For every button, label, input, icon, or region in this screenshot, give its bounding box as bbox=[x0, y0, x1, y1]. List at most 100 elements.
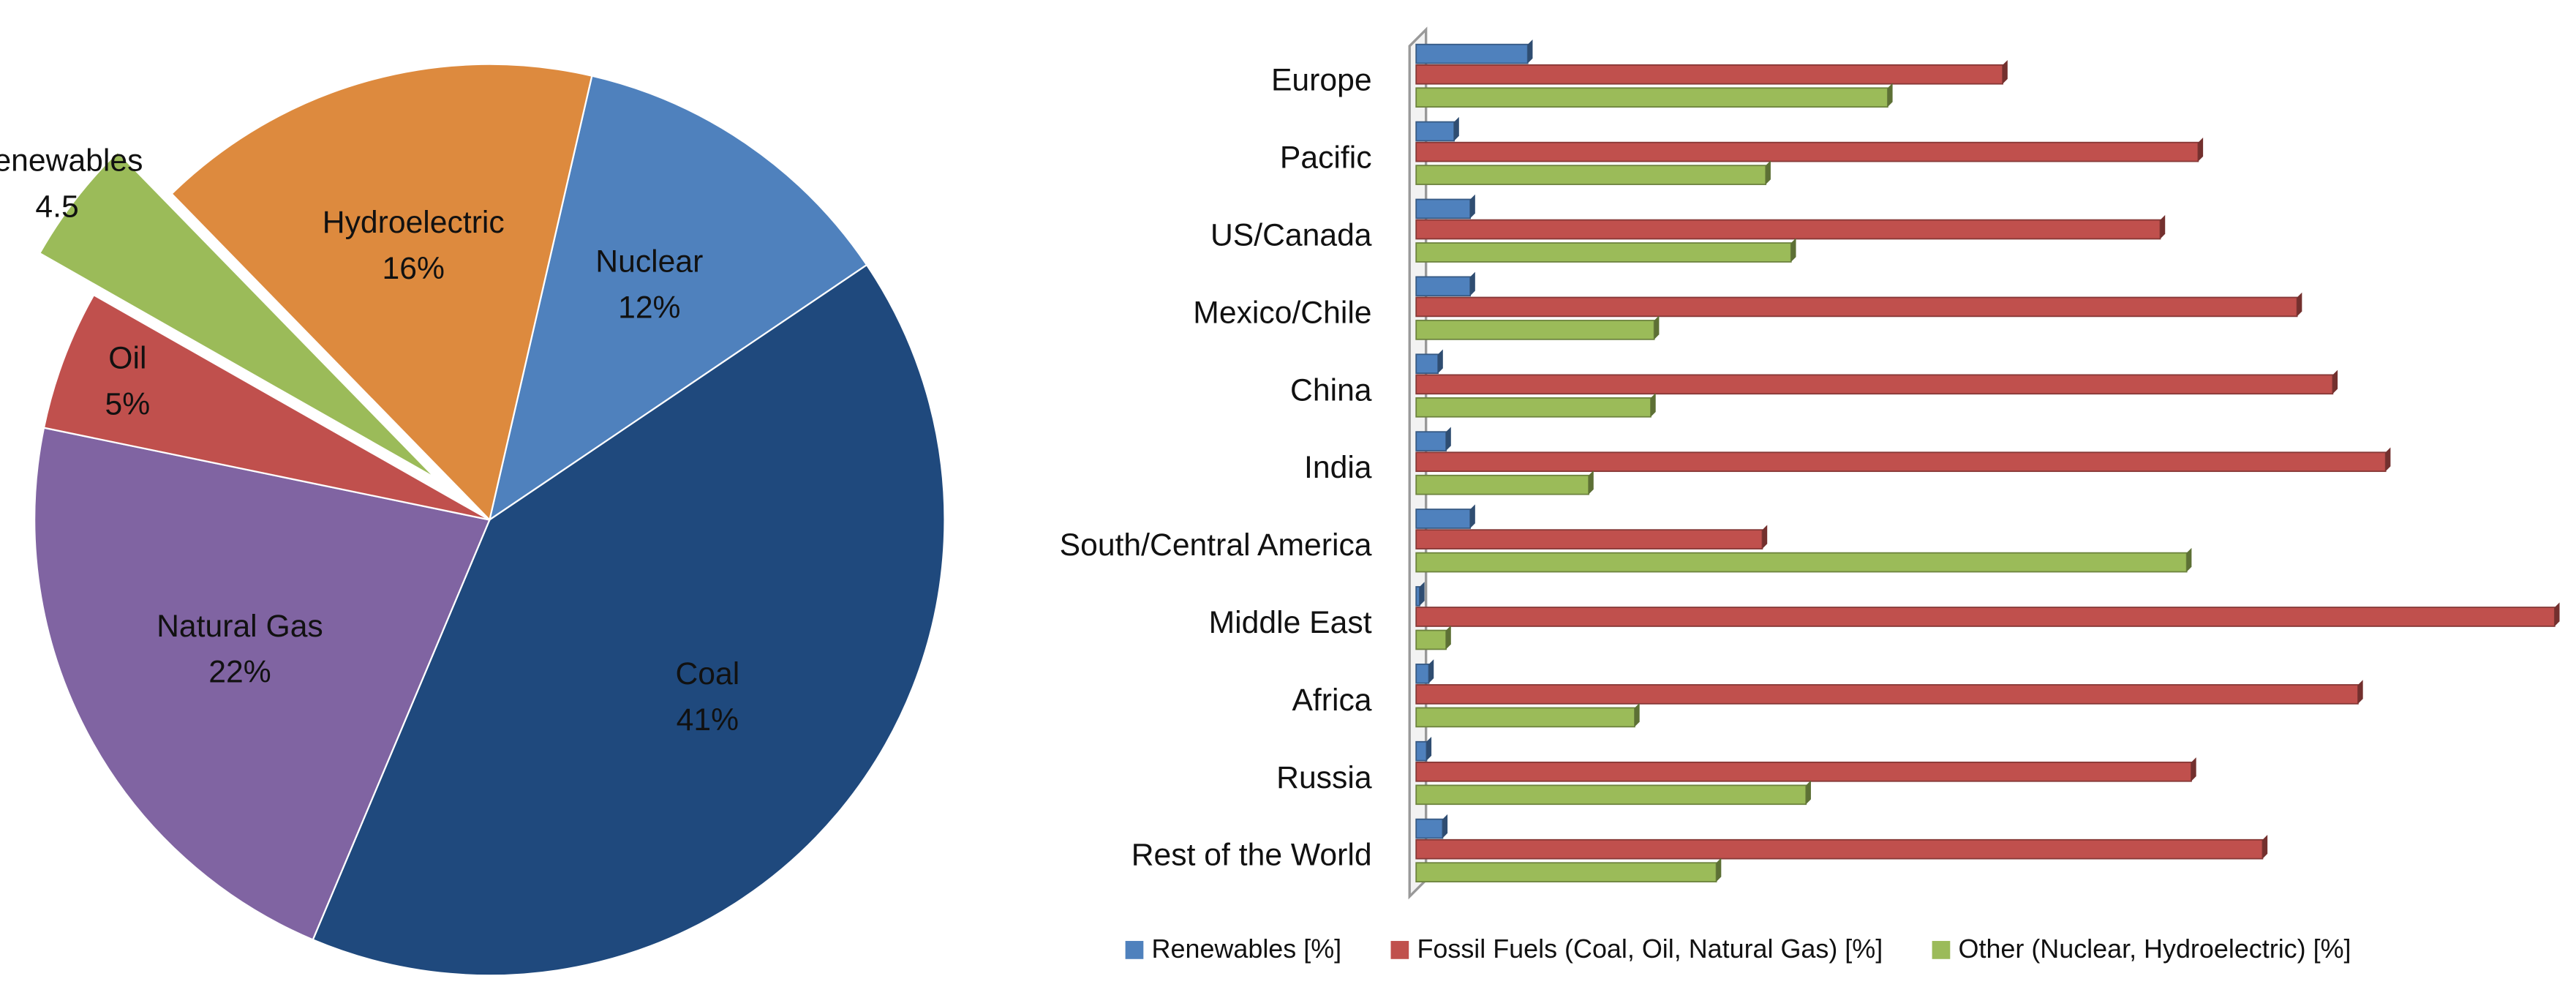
bar-side bbox=[2297, 292, 2302, 317]
bar bbox=[1415, 629, 1447, 650]
bar-side bbox=[2160, 214, 2166, 239]
bar bbox=[1415, 320, 1655, 340]
slice-value: 12% bbox=[618, 290, 680, 326]
bar bbox=[1415, 684, 2359, 705]
slice-name: Oil bbox=[108, 341, 146, 376]
bar bbox=[1415, 397, 1652, 418]
bar bbox=[1415, 508, 1471, 529]
y-tick-label: India bbox=[1304, 450, 1372, 485]
bar-side bbox=[1527, 39, 1533, 64]
bar bbox=[1415, 353, 1439, 375]
bar bbox=[1415, 198, 1471, 219]
pie-slice bbox=[488, 75, 868, 522]
slice-name: Nuclear bbox=[595, 244, 703, 279]
bar bbox=[1415, 784, 1807, 806]
bar-side bbox=[1442, 814, 1448, 838]
bar bbox=[1415, 296, 2298, 318]
legend-swatch bbox=[1125, 941, 1144, 959]
slice-value: 4.5 bbox=[35, 189, 78, 225]
bar-side bbox=[1716, 857, 1722, 882]
bar-side bbox=[1426, 737, 1432, 761]
slice-name: Renewables bbox=[0, 143, 143, 179]
bar-side bbox=[1634, 702, 1640, 727]
slice-label: Oil 5% bbox=[105, 341, 151, 422]
bar-side bbox=[1470, 504, 1475, 528]
bar-side bbox=[1806, 780, 1811, 805]
y-tick-label: Europe bbox=[1271, 63, 1372, 98]
bar-side bbox=[1419, 582, 1425, 606]
slice-name: Coal bbox=[675, 656, 739, 691]
y-tick-label: Russia bbox=[1276, 760, 1372, 795]
bar bbox=[1415, 663, 1430, 684]
slice-name: Hydroelectric bbox=[323, 205, 505, 240]
slice-name: Natural Gas bbox=[157, 609, 323, 644]
bar-side bbox=[2262, 835, 2268, 859]
y-tick-label: US/Canada bbox=[1210, 217, 1372, 252]
legend-label: Renewables [%] bbox=[1152, 934, 1342, 964]
bar bbox=[1415, 529, 1763, 549]
slice-label: Nuclear 12% bbox=[595, 244, 703, 326]
legend-swatch bbox=[1932, 941, 1951, 959]
legend-swatch bbox=[1390, 941, 1409, 959]
bar-side bbox=[1589, 470, 1594, 495]
bar bbox=[1415, 219, 2161, 240]
legend-label: Other (Nuclear, Hydroelectric) [%] bbox=[1959, 934, 2351, 964]
bar-side bbox=[1454, 116, 1459, 141]
bar-side bbox=[2191, 757, 2196, 781]
slice-label: Natural Gas 22% bbox=[157, 609, 323, 690]
bar-side bbox=[1650, 393, 1656, 417]
legend-label: Fossil Fuels (Coal, Oil, Natural Gas) [%… bbox=[1417, 934, 1883, 964]
bar bbox=[1415, 64, 2003, 85]
y-tick-label: Africa bbox=[1292, 683, 1371, 718]
slice-label: Hydroelectric 16% bbox=[323, 205, 505, 286]
slice-value: 22% bbox=[208, 655, 271, 690]
bar bbox=[1415, 276, 1471, 297]
bar bbox=[1415, 818, 1444, 839]
bar bbox=[1415, 87, 1888, 108]
bar bbox=[1415, 141, 2199, 162]
bar bbox=[1415, 838, 2264, 860]
bar-side bbox=[2357, 680, 2363, 704]
y-tick-label: Middle East bbox=[1209, 605, 1372, 640]
bar bbox=[1415, 43, 1529, 64]
pie-slice bbox=[170, 63, 593, 522]
bar-side bbox=[1428, 659, 1434, 683]
bar-side bbox=[2332, 369, 2338, 394]
bar-side bbox=[2003, 60, 2008, 84]
bar-side bbox=[1470, 194, 1475, 219]
y-tick-label: Rest of the World bbox=[1131, 838, 1372, 873]
bar-side bbox=[1887, 83, 1893, 108]
slice-label: Coal 41% bbox=[675, 656, 739, 738]
y-tick-label: Mexico/Chile bbox=[1193, 295, 1371, 330]
bar bbox=[1415, 740, 1428, 762]
bar bbox=[1415, 474, 1589, 495]
pie-slice bbox=[42, 293, 490, 521]
bar bbox=[1415, 607, 2556, 627]
bar-side bbox=[1446, 427, 1451, 451]
slice-value: 16% bbox=[383, 251, 445, 286]
bar-side bbox=[1470, 271, 1475, 296]
bar bbox=[1415, 431, 1447, 451]
bar bbox=[1415, 451, 2387, 473]
y-tick-label: China bbox=[1290, 372, 1372, 408]
bar-side bbox=[1446, 625, 1451, 650]
bar-side bbox=[2554, 602, 2560, 626]
bar-side bbox=[1766, 160, 1771, 185]
bar bbox=[1415, 586, 1420, 607]
bar bbox=[1415, 242, 1792, 263]
bar bbox=[1415, 862, 1717, 883]
bar-side bbox=[2198, 137, 2204, 162]
y-tick-label: Pacific bbox=[1280, 140, 1372, 176]
pie-slice bbox=[34, 427, 491, 941]
slice-value: 41% bbox=[677, 702, 739, 738]
bar-side bbox=[2385, 447, 2391, 472]
pie-slice bbox=[38, 151, 437, 479]
bar bbox=[1415, 165, 1767, 185]
pie-slice bbox=[312, 263, 946, 977]
bar bbox=[1415, 552, 2188, 573]
bar-side bbox=[1438, 349, 1443, 374]
bar-side bbox=[1654, 315, 1660, 339]
bar bbox=[1415, 121, 1455, 142]
